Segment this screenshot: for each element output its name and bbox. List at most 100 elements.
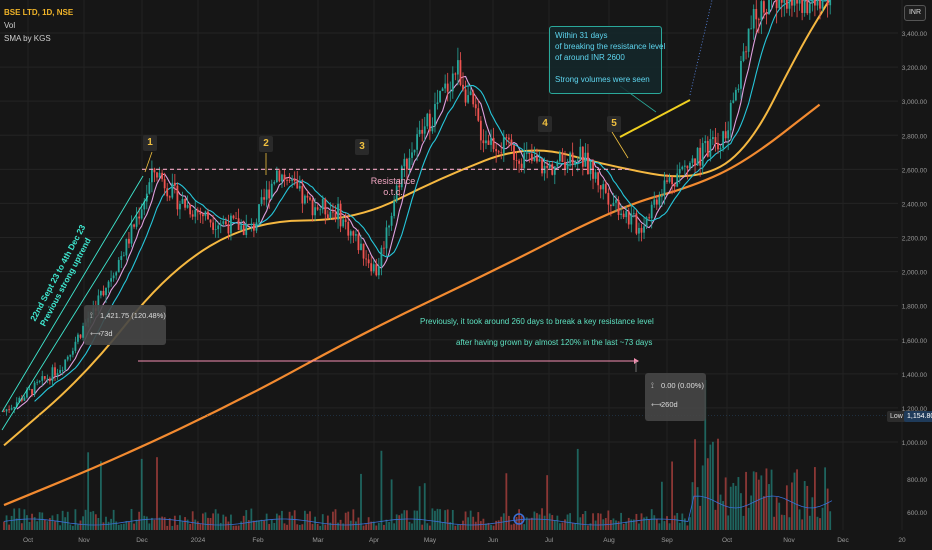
candle-body bbox=[166, 188, 169, 197]
candle-body bbox=[546, 165, 549, 168]
breakout-callout: Within 31 days of breaking the resistanc… bbox=[549, 26, 665, 94]
candle-body bbox=[706, 141, 709, 157]
candle-body bbox=[240, 225, 243, 230]
volume-bar bbox=[120, 524, 123, 530]
volume-bar bbox=[418, 486, 421, 530]
y-tick-label: 2,400.00 bbox=[902, 201, 928, 208]
volume-bar bbox=[145, 516, 148, 530]
candle-body bbox=[515, 159, 518, 161]
candle-body bbox=[418, 129, 421, 135]
candle-body bbox=[520, 163, 523, 168]
volume-bar bbox=[770, 469, 773, 530]
volume-bar bbox=[538, 514, 541, 530]
candle-body bbox=[250, 223, 253, 225]
candle-body bbox=[745, 51, 747, 53]
volume-bar bbox=[495, 520, 498, 530]
candle-body bbox=[56, 373, 59, 376]
volume-bar bbox=[92, 511, 95, 530]
volume-bar bbox=[803, 481, 806, 530]
volume-bar bbox=[69, 524, 72, 530]
candle-body bbox=[416, 134, 418, 150]
candle-body bbox=[140, 209, 143, 219]
volume-bar bbox=[653, 515, 656, 530]
candle-body bbox=[645, 217, 648, 227]
volume-bar bbox=[281, 510, 283, 530]
volume-bar bbox=[510, 524, 513, 530]
candle-body bbox=[446, 83, 449, 92]
candle-body bbox=[615, 199, 617, 203]
volume-bar bbox=[668, 523, 671, 530]
candle-body bbox=[107, 281, 110, 288]
time-axis: Oct Nov Dec 2024 Feb Mar Apr May Jun Jul Aug Sep Oct… bbox=[23, 537, 906, 544]
y-tick-label: 2,000.00 bbox=[902, 270, 928, 277]
volume-bar bbox=[286, 524, 288, 530]
candle-body bbox=[671, 177, 673, 185]
volume-bar bbox=[676, 512, 679, 530]
candle-body bbox=[617, 199, 620, 215]
volume-bar bbox=[209, 518, 212, 530]
volume-bar bbox=[589, 523, 592, 530]
volume-bar bbox=[207, 517, 209, 530]
volume-bar bbox=[352, 509, 355, 530]
volume-bar bbox=[362, 525, 365, 530]
candle-body bbox=[314, 207, 316, 216]
volume-bar bbox=[546, 475, 549, 530]
volume-bar bbox=[793, 472, 796, 530]
volume-bar bbox=[372, 521, 375, 530]
wave-label-4: 4 bbox=[538, 116, 552, 132]
measure-box-1[interactable]: ⟟ 1,421.75 (120.48%) ⟷73d bbox=[84, 305, 166, 345]
candle-body bbox=[273, 182, 276, 184]
volume-bar bbox=[326, 515, 329, 530]
volume-bar bbox=[681, 513, 684, 530]
callout-line-4 bbox=[555, 63, 656, 74]
volume-bar bbox=[309, 511, 311, 530]
volume-bar bbox=[760, 475, 763, 530]
volume-bar bbox=[135, 519, 138, 530]
candle-body bbox=[548, 164, 551, 168]
candlesticks bbox=[3, 0, 832, 416]
candle-body bbox=[179, 203, 181, 210]
currency-badge[interactable]: INR bbox=[904, 5, 926, 21]
volume-bar bbox=[161, 516, 163, 530]
trend-channel-lower bbox=[1, 195, 149, 431]
volume-tick-label: 800.00 bbox=[907, 477, 927, 484]
volume-bar bbox=[130, 508, 133, 530]
candle-body bbox=[778, 0, 781, 9]
x-tick-label: 20 bbox=[898, 537, 906, 544]
candle-body bbox=[607, 192, 610, 205]
volume-bar bbox=[270, 519, 273, 530]
volume-bar bbox=[355, 521, 357, 530]
volume-bar bbox=[559, 523, 561, 530]
candle-body bbox=[689, 162, 691, 169]
candle-body bbox=[403, 158, 406, 167]
y-tick-label: 3,200.00 bbox=[902, 65, 928, 72]
measure-box-2[interactable]: ⟟ 0.00 (0.00%) ⟷260d bbox=[645, 373, 706, 421]
candle-body bbox=[112, 275, 115, 279]
candle-body bbox=[207, 211, 209, 220]
volume-bar bbox=[191, 511, 194, 530]
candle-body bbox=[209, 219, 212, 223]
candle-body bbox=[467, 95, 469, 103]
candle-body bbox=[490, 137, 492, 145]
candle-body bbox=[559, 152, 561, 162]
candle-body bbox=[678, 169, 681, 174]
y-tick-label: 1,400.00 bbox=[902, 372, 928, 379]
candle-body bbox=[423, 126, 426, 134]
volume-bar bbox=[38, 512, 41, 530]
volume-bar bbox=[630, 519, 633, 530]
volume-bar bbox=[808, 515, 811, 530]
candle-body bbox=[337, 203, 339, 220]
candle-body bbox=[398, 185, 401, 188]
candle-body bbox=[760, 1, 763, 21]
candle-body bbox=[66, 356, 69, 360]
candle-body bbox=[757, 19, 760, 21]
candle-body bbox=[97, 295, 100, 311]
note-line-1: Previously, it took around 260 days to b… bbox=[420, 317, 654, 326]
volume-bar bbox=[666, 516, 668, 530]
volume-bar bbox=[428, 525, 431, 530]
candle-body bbox=[255, 222, 258, 231]
candle-body bbox=[541, 159, 543, 174]
x-tick-label: Oct bbox=[23, 537, 33, 544]
volume-bar bbox=[184, 517, 186, 530]
